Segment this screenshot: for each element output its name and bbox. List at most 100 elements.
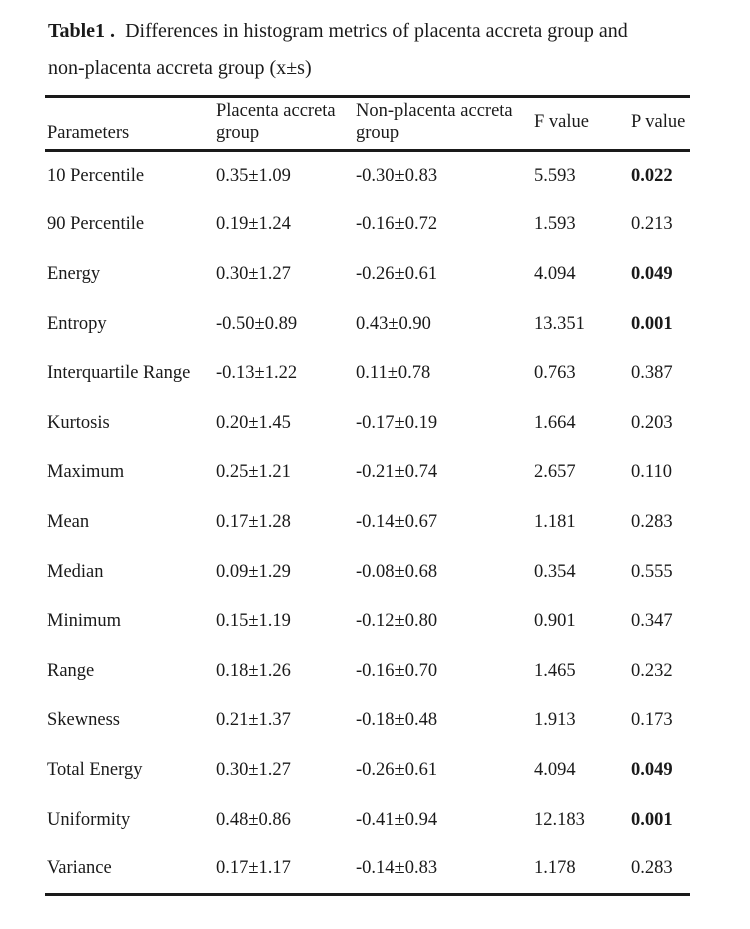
cell-f-value: 13.351 <box>534 313 585 334</box>
table-body: 10 Percentile 0.35±1.09 -0.30±0.83 5.593… <box>45 151 690 895</box>
cell-f-value: 5.593 <box>534 165 576 186</box>
cell-placenta-value: 0.17±1.17 <box>216 858 291 879</box>
table-row: Maximum 0.25±1.21 -0.21±0.74 2.657 0.110 <box>45 448 690 498</box>
cell-non-placenta-value: -0.26±0.61 <box>356 759 438 780</box>
cell-f-value: 1.593 <box>534 214 576 235</box>
cell-non-placenta-value: -0.26±0.61 <box>356 263 438 284</box>
cell-placenta-value: 0.21±1.37 <box>216 710 291 731</box>
cell-placenta-value: 0.30±1.27 <box>216 263 291 284</box>
cell-f-value: 1.465 <box>534 660 576 681</box>
table-caption-text: Differences in histogram metrics of plac… <box>125 20 628 42</box>
cell-non-placenta-value: 0.43±0.90 <box>356 313 431 334</box>
table-row: Median 0.09±1.29 -0.08±0.68 0.354 0.555 <box>45 547 690 597</box>
cell-placenta-value: 0.17±1.28 <box>216 511 291 532</box>
cell-parameter: Mean <box>47 511 90 532</box>
cell-placenta-value: -0.50±0.89 <box>216 313 298 334</box>
table-row: Uniformity 0.48±0.86 -0.41±0.94 12.183 0… <box>45 795 690 845</box>
cell-f-value: 1.664 <box>534 412 576 433</box>
table-caption: Table1 . Differences in histogram metrics… <box>0 0 750 87</box>
cell-non-placenta-value: -0.41±0.94 <box>356 809 438 830</box>
cell-non-placenta-value: -0.12±0.80 <box>356 611 438 632</box>
table-row: Entropy -0.50±0.89 0.43±0.90 13.351 0.00… <box>45 299 690 349</box>
cell-parameter: Maximum <box>47 462 125 483</box>
cell-p-value: 0.049 <box>631 263 673 284</box>
cell-parameter: Minimum <box>47 611 122 632</box>
cell-placenta-value: 0.48±0.86 <box>216 809 291 830</box>
table-row: Energy 0.30±1.27 -0.26±0.61 4.094 0.049 <box>45 250 690 300</box>
cell-non-placenta-value: -0.16±0.70 <box>356 660 438 681</box>
header-f-value: F value <box>532 96 629 152</box>
cell-p-value: 0.555 <box>631 561 673 582</box>
cell-parameter: Median <box>47 561 104 582</box>
cell-p-value: 0.283 <box>631 858 673 879</box>
table-row: 90 Percentile 0.19±1.24 -0.16±0.72 1.593… <box>45 200 690 250</box>
cell-parameter: Energy <box>47 263 101 284</box>
table-row: Minimum 0.15±1.19 -0.12±0.80 0.901 0.347 <box>45 597 690 647</box>
cell-p-value: 0.283 <box>631 511 673 532</box>
cell-placenta-value: 0.35±1.09 <box>216 165 291 186</box>
cell-parameter: Skewness <box>47 710 120 731</box>
table-row: Variance 0.17±1.17 -0.14±0.83 1.178 0.28… <box>45 845 690 895</box>
header-p-value: P value <box>629 96 690 152</box>
cell-f-value: 1.181 <box>534 511 576 532</box>
cell-parameter: Entropy <box>47 313 107 334</box>
cell-p-value: 0.347 <box>631 611 673 632</box>
cell-p-value: 0.387 <box>631 363 673 384</box>
cell-placenta-value: 0.20±1.45 <box>216 412 291 433</box>
cell-non-placenta-value: -0.08±0.68 <box>356 561 438 582</box>
cell-placenta-value: 0.19±1.24 <box>216 214 291 235</box>
cell-p-value: 0.022 <box>631 165 673 186</box>
cell-parameter: 90 Percentile <box>47 214 145 235</box>
cell-non-placenta-value: -0.14±0.67 <box>356 511 438 532</box>
cell-f-value: 0.901 <box>534 611 576 632</box>
cell-placenta-value: -0.13±1.22 <box>216 363 298 384</box>
table-row: Skewness 0.21±1.37 -0.18±0.48 1.913 0.17… <box>45 696 690 746</box>
cell-p-value: 0.001 <box>631 313 673 334</box>
cell-p-value: 0.173 <box>631 710 673 731</box>
table-row: Kurtosis 0.20±1.45 -0.17±0.19 1.664 0.20… <box>45 398 690 448</box>
header-parameters: Parameters <box>45 96 214 152</box>
table-caption-number: Table1 . <box>48 20 116 42</box>
cell-parameter: Variance <box>47 858 112 879</box>
cell-placenta-value: 0.18±1.26 <box>216 660 291 681</box>
cell-p-value: 0.110 <box>631 462 672 483</box>
cell-non-placenta-value: 0.11±0.78 <box>356 363 431 384</box>
cell-p-value: 0.049 <box>631 759 673 780</box>
table-caption-line1: Table1 . Differences in histogram metrics… <box>48 13 730 50</box>
header-placenta-group: Placenta accreta group <box>214 96 354 152</box>
cell-p-value: 0.232 <box>631 660 673 681</box>
cell-non-placenta-value: -0.30±0.83 <box>356 165 438 186</box>
cell-f-value: 2.657 <box>534 462 576 483</box>
table-caption-line2: non-placenta accreta group (x±s) <box>48 57 312 79</box>
cell-parameter: Interquartile Range <box>47 363 191 384</box>
cell-placenta-value: 0.09±1.29 <box>216 561 291 582</box>
cell-parameter: 10 Percentile <box>47 165 145 186</box>
header-non-placenta-group: Non-placenta accreta group <box>354 96 532 152</box>
cell-p-value: 0.203 <box>631 412 673 433</box>
cell-parameter: Total Energy <box>47 759 143 780</box>
cell-non-placenta-value: -0.18±0.48 <box>356 710 438 731</box>
cell-parameter: Range <box>47 660 95 681</box>
table-row: Mean 0.17±1.28 -0.14±0.67 1.181 0.283 <box>45 498 690 548</box>
cell-f-value: 1.913 <box>534 710 576 731</box>
cell-parameter: Uniformity <box>47 809 131 830</box>
cell-placenta-value: 0.15±1.19 <box>216 611 291 632</box>
cell-parameter: Kurtosis <box>47 412 110 433</box>
table-row: Range 0.18±1.26 -0.16±0.70 1.465 0.232 <box>45 646 690 696</box>
cell-non-placenta-value: -0.21±0.74 <box>356 462 438 483</box>
cell-placenta-value: 0.25±1.21 <box>216 462 291 483</box>
cell-f-value: 1.178 <box>534 858 576 879</box>
cell-f-value: 12.183 <box>534 809 585 830</box>
cell-placenta-value: 0.30±1.27 <box>216 759 291 780</box>
metrics-table: Parameters Placenta accreta group Non-pl… <box>45 95 690 896</box>
table-row: Interquartile Range -0.13±1.22 0.11±0.78… <box>45 349 690 399</box>
cell-f-value: 4.094 <box>534 759 576 780</box>
cell-non-placenta-value: -0.17±0.19 <box>356 412 438 433</box>
table-row: Total Energy 0.30±1.27 -0.26±0.61 4.094 … <box>45 746 690 796</box>
cell-non-placenta-value: -0.14±0.83 <box>356 858 438 879</box>
table-row: 10 Percentile 0.35±1.09 -0.30±0.83 5.593… <box>45 151 690 201</box>
cell-f-value: 4.094 <box>534 263 576 284</box>
cell-p-value: 0.213 <box>631 214 673 235</box>
header-row: Parameters Placenta accreta group Non-pl… <box>45 96 690 152</box>
